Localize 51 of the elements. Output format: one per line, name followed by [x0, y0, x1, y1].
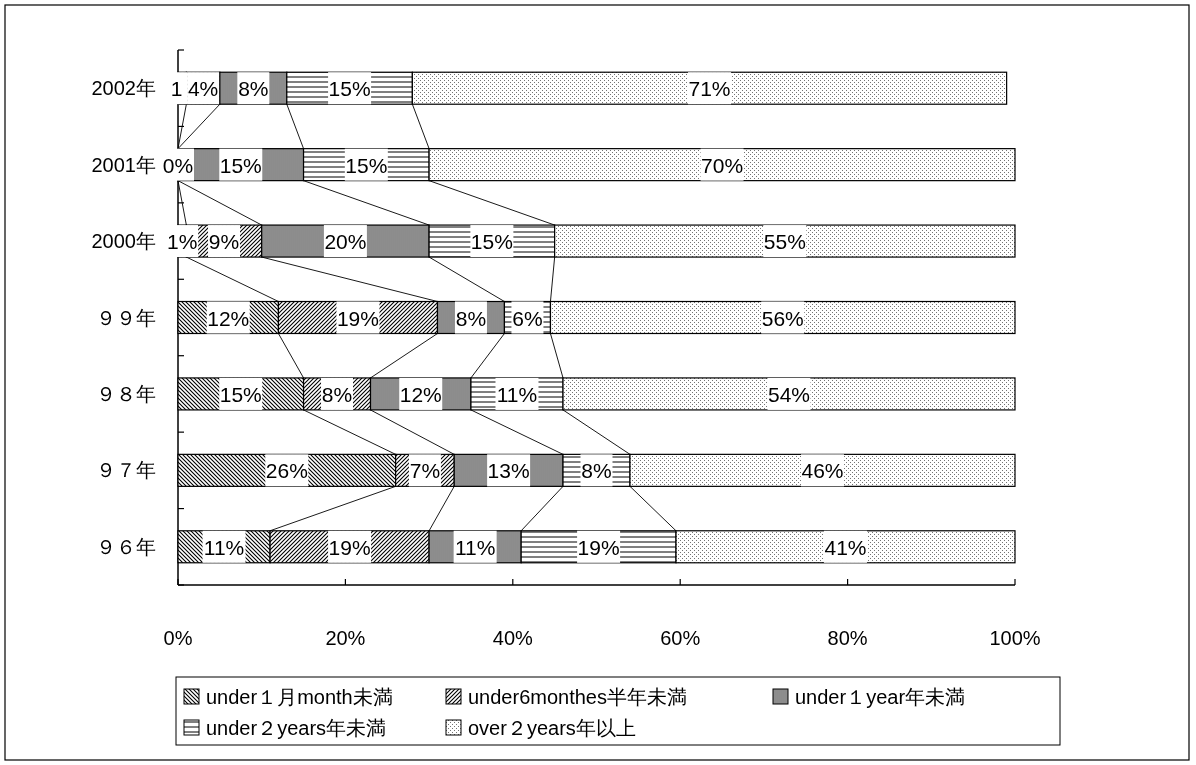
- data-label: 19%: [577, 535, 620, 559]
- data-label: 15%: [219, 382, 262, 406]
- data-label: 4%: [187, 77, 219, 101]
- y-tick-label: ９７年: [96, 459, 156, 482]
- legend-label: under２years年未満: [206, 717, 387, 739]
- data-label: 8%: [321, 382, 353, 406]
- data-label: 8%: [581, 459, 612, 483]
- data-label: 15%: [345, 153, 388, 177]
- data-label: 70%: [701, 153, 744, 177]
- data-label: 6%: [512, 306, 543, 330]
- y-tick-label: 2002年: [91, 77, 156, 100]
- legend-label: under１月month未満: [206, 686, 393, 708]
- x-tick-label: 80%: [827, 627, 868, 649]
- data-label: 26%: [265, 459, 308, 483]
- x-tick-label: 40%: [492, 627, 534, 649]
- x-tick-label: 20%: [325, 627, 366, 649]
- data-label: 71%: [688, 77, 731, 101]
- data-label: 8%: [238, 77, 269, 101]
- data-label: 8%: [455, 306, 487, 330]
- data-label: 1: [170, 77, 183, 101]
- data-label: 54%: [767, 382, 811, 406]
- x-tick-label: 100%: [989, 627, 1041, 649]
- data-label: 56%: [761, 306, 804, 330]
- data-label: 11%: [454, 535, 496, 559]
- data-label: 1%: [167, 230, 198, 254]
- y-tick-label: 2001年: [91, 153, 156, 176]
- legend-label: over２years年以上: [468, 717, 636, 739]
- data-label: 7%: [409, 459, 441, 483]
- data-label: 46%: [801, 459, 844, 483]
- data-label: 13%: [487, 459, 530, 483]
- data-label: 12%: [399, 382, 442, 406]
- data-label: 19%: [336, 306, 379, 330]
- data-label: 41%: [824, 535, 867, 559]
- y-tick-label: ９９年: [96, 306, 156, 329]
- data-label: 15%: [219, 153, 262, 177]
- legend-label: under１year年未満: [795, 686, 966, 708]
- x-tick-label: 60%: [660, 627, 701, 649]
- y-tick-label: ９８年: [96, 382, 156, 405]
- data-label: 9%: [208, 230, 240, 254]
- data-label: 15%: [328, 77, 371, 101]
- data-label: 11%: [203, 535, 245, 559]
- data-label: 55%: [763, 230, 806, 254]
- legend-label: under6monthes半年未満: [468, 686, 687, 708]
- y-tick-label: 2000年: [91, 230, 156, 253]
- data-label: 20%: [324, 230, 367, 254]
- data-label: 12%: [207, 306, 250, 330]
- data-label: 19%: [328, 535, 371, 559]
- data-label: 11%: [496, 382, 538, 406]
- x-tick-label: 0%: [163, 627, 193, 649]
- y-tick-label: ９６年: [96, 535, 156, 558]
- data-label: 15%: [470, 230, 513, 254]
